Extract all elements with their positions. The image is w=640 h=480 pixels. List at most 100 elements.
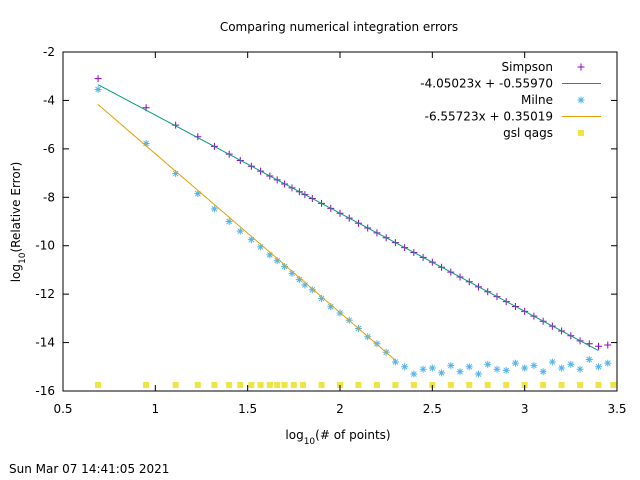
plot-area (94, 75, 617, 388)
series-1 (97, 84, 599, 352)
footer-timestamp: Sun Mar 07 14:41:05 2021 (9, 462, 170, 476)
data-point (273, 257, 281, 265)
data-point (438, 369, 446, 377)
data-point (281, 263, 289, 271)
y-tick-label: -8 (43, 190, 55, 204)
chart-title: Comparing numerical integration errors (220, 20, 458, 34)
data-point (540, 381, 547, 388)
data-point (502, 366, 510, 374)
data-point (266, 251, 274, 259)
x-tick-label: 2.5 (423, 402, 442, 416)
data-point (585, 356, 593, 364)
legend-label: Simpson (502, 60, 553, 74)
data-point (493, 365, 501, 373)
data-point (530, 362, 538, 370)
x-tick-label: 0.5 (53, 402, 72, 416)
data-point (577, 381, 584, 388)
data-point (391, 358, 399, 366)
data-point (194, 381, 201, 388)
data-point (274, 381, 281, 388)
data-point (484, 381, 491, 388)
data-point (604, 341, 612, 349)
data-point (308, 286, 316, 294)
data-point (172, 381, 179, 388)
data-point (236, 227, 244, 235)
data-point (95, 381, 102, 388)
data-point (595, 381, 602, 388)
y-tick-label: -16 (35, 384, 55, 398)
data-point (585, 340, 593, 348)
fit-line (97, 104, 396, 361)
y-tick-label: -6 (43, 142, 55, 156)
data-point (410, 370, 418, 378)
data-point (567, 360, 575, 368)
series-3 (97, 104, 396, 361)
data-point (194, 190, 202, 198)
data-point (94, 86, 102, 94)
data-point (247, 236, 255, 244)
data-point (604, 359, 612, 367)
y-tick-label: -10 (35, 239, 55, 253)
legend-label: Milne (521, 93, 553, 107)
data-point (511, 359, 519, 367)
legend-marker-swatch (578, 130, 584, 136)
x-tick-label: 1.5 (238, 402, 257, 416)
data-point (503, 381, 510, 388)
data-point (521, 364, 529, 372)
data-point (373, 381, 380, 388)
data-point (295, 276, 303, 284)
data-point (595, 363, 603, 371)
data-point (237, 381, 244, 388)
data-point (210, 205, 218, 213)
data-point (558, 381, 565, 388)
data-point (226, 381, 233, 388)
y-tick-label: -2 (43, 45, 55, 59)
data-point (410, 381, 417, 388)
data-point (337, 381, 343, 388)
data-point (521, 381, 528, 388)
data-point (266, 381, 273, 388)
x-tick-label: 3 (521, 402, 529, 416)
series-4 (95, 381, 617, 388)
data-point (576, 365, 584, 373)
fit-line (97, 84, 599, 352)
y-axis-label: log10(Relative Error) (9, 162, 28, 283)
data-point (288, 269, 296, 277)
data-point (465, 363, 473, 371)
x-axis-label: log10(# of points) (285, 428, 390, 447)
x-tick-label: 2 (336, 402, 344, 416)
data-point (419, 365, 427, 373)
legend-marker-swatch (577, 63, 585, 71)
y-tick-label: -14 (35, 336, 55, 350)
data-point (392, 381, 399, 388)
data-point (172, 170, 180, 178)
data-point (143, 381, 150, 388)
data-point (318, 381, 325, 388)
data-point (257, 381, 264, 388)
data-point (475, 370, 482, 378)
legend-label: gsl qags (503, 126, 553, 140)
data-point (225, 218, 233, 225)
legend-marker-swatch (577, 96, 585, 104)
data-point (211, 381, 218, 388)
data-point (595, 342, 603, 350)
data-point (447, 381, 454, 388)
data-point (142, 140, 150, 148)
data-point (466, 381, 473, 388)
data-point (456, 368, 464, 376)
data-point (327, 303, 335, 311)
data-point (301, 281, 309, 289)
x-tick-label: 3.5 (607, 402, 626, 416)
data-point (94, 75, 102, 83)
data-point (539, 368, 547, 376)
legend: Simpson -4.05023x + -0.55970 Milne -6.55723… (420, 60, 601, 140)
data-point (355, 381, 362, 388)
data-point (548, 358, 556, 366)
axes: 0.5 1 1.5 2 2.5 3 3.5 -2 -4 -6 -8 -10 -12 -14 -16 (35, 45, 626, 416)
data-point (429, 381, 436, 388)
data-point (401, 363, 409, 371)
data-point (318, 295, 326, 303)
data-point (558, 364, 566, 372)
x-tick-label: 1 (152, 402, 160, 416)
